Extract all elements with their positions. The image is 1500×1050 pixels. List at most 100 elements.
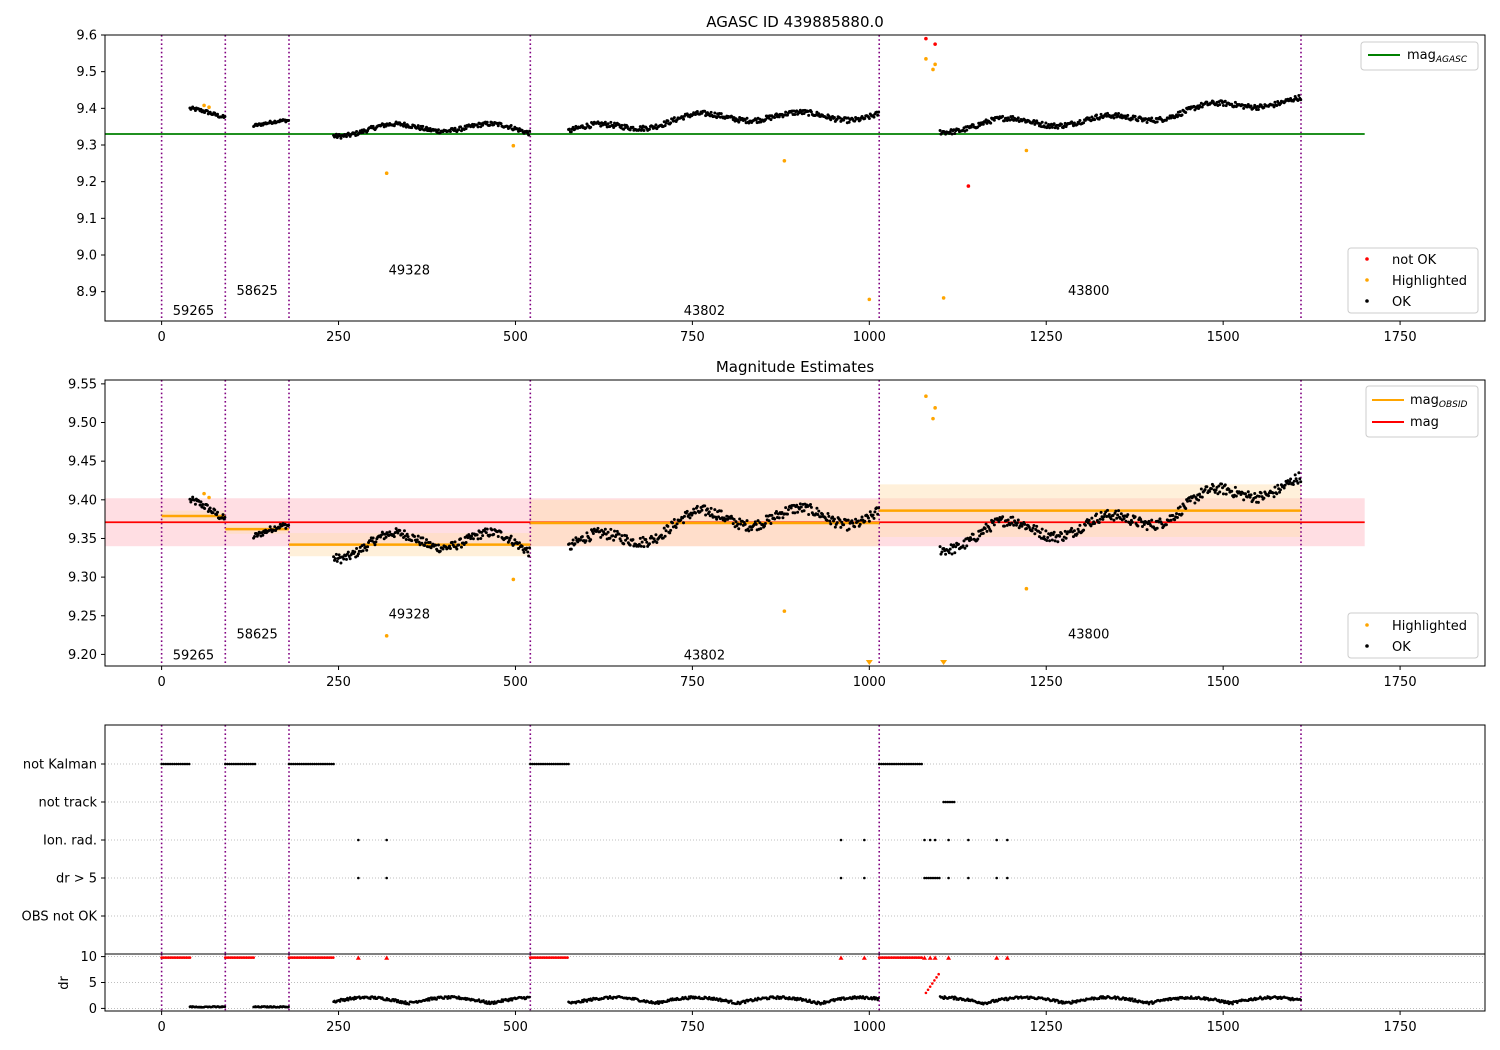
- ok-point: [654, 533, 658, 537]
- dr-point: [1189, 997, 1192, 1000]
- ok-point: [1145, 528, 1149, 532]
- ok-point: [580, 535, 584, 539]
- ok-point: [745, 116, 749, 120]
- ok-point: [642, 129, 646, 133]
- flag-point: [914, 762, 917, 766]
- ok-point: [1164, 118, 1168, 122]
- flag-point: [251, 762, 255, 766]
- x-tick-label: 500: [503, 675, 528, 690]
- obsid-label: 59265: [173, 304, 214, 319]
- flag-point: [531, 762, 534, 766]
- ok-point: [1136, 119, 1140, 123]
- dr-point: [877, 996, 880, 1000]
- highlighted-point: [867, 297, 872, 302]
- flag-point: [894, 762, 898, 766]
- panel-agasc-magnitude: AGASC ID 439885880.0 0 250 500 750 1000 1250 1…: [76, 13, 1486, 345]
- ok-point: [940, 550, 944, 554]
- ok-point: [640, 126, 644, 130]
- legend-box: [1347, 612, 1479, 659]
- highlighted-point: [941, 296, 946, 300]
- highlighted-point: [202, 491, 206, 496]
- flag-point: [882, 762, 885, 766]
- ok-point: [799, 505, 803, 509]
- ok-point: [499, 122, 503, 126]
- ok-point: [948, 547, 952, 551]
- ok-point: [682, 117, 686, 121]
- ok-point: [277, 526, 281, 530]
- ok-point: [807, 113, 811, 117]
- ok-point: [1064, 536, 1068, 540]
- ok-point: [705, 507, 709, 511]
- ok-point: [1012, 523, 1016, 527]
- ok-point: [798, 502, 802, 506]
- ok-point: [1186, 499, 1190, 503]
- ok-point: [1218, 103, 1222, 107]
- ok-point: [1278, 488, 1282, 492]
- ok-point: [1006, 518, 1010, 522]
- flag-row-label: not track: [38, 796, 97, 811]
- y-tick-label: 9.20: [68, 648, 97, 663]
- ok-point: [1011, 115, 1015, 119]
- ok-point: [450, 540, 454, 544]
- flag-point: [947, 876, 950, 880]
- ok-point: [1289, 96, 1293, 100]
- x-tick-label: 500: [503, 1020, 528, 1035]
- ok-point: [863, 519, 867, 523]
- ok-point: [1114, 112, 1118, 116]
- flag-row-label: dr > 5: [56, 872, 97, 887]
- ok-point: [1045, 539, 1049, 543]
- ok-point: [962, 539, 966, 543]
- dr-point: [730, 999, 733, 1003]
- dr-point: [1056, 999, 1060, 1002]
- flag-point: [306, 762, 310, 766]
- ok-point: [620, 123, 624, 127]
- ok-point: [815, 506, 819, 510]
- ok-point: [1199, 487, 1203, 491]
- ok-point: [961, 544, 965, 548]
- flag-point: [890, 762, 894, 766]
- dr-point: [755, 998, 759, 1002]
- ok-point: [625, 536, 629, 540]
- ok-point: [1197, 498, 1201, 502]
- ok-point: [674, 525, 678, 529]
- flag-point: [238, 762, 242, 766]
- ok-point: [469, 537, 473, 541]
- dr-point-clipped: [994, 955, 1000, 960]
- ok-point: [211, 511, 215, 515]
- ok-point: [216, 510, 220, 514]
- ok-point: [710, 513, 714, 517]
- flag-point: [539, 762, 543, 766]
- x-tick-label: 750: [680, 675, 705, 690]
- flag-point: [224, 762, 227, 766]
- ok-point: [416, 124, 420, 128]
- ok-point: [410, 126, 414, 130]
- ok-point: [425, 538, 429, 542]
- flag-row-label: OBS not OK: [22, 910, 98, 925]
- ok-point: [1030, 529, 1034, 533]
- dr-point: [477, 998, 481, 1001]
- highlighted-point: [384, 634, 389, 638]
- ok-point: [695, 504, 699, 508]
- ok-point: [750, 528, 754, 532]
- ok-point: [1016, 116, 1020, 120]
- flag-point: [296, 762, 299, 766]
- ok-point: [481, 534, 485, 538]
- ok-point: [647, 542, 651, 546]
- ok-point: [1033, 532, 1037, 536]
- ok-point: [1002, 524, 1006, 528]
- ok-point: [362, 543, 366, 547]
- ok-point: [1126, 113, 1130, 117]
- ok-point: [1150, 518, 1154, 522]
- ok-point: [992, 523, 996, 527]
- ok-point: [1117, 509, 1121, 513]
- y-tick-label: 9.25: [68, 609, 97, 624]
- ok-point: [846, 518, 850, 522]
- flag-point: [313, 762, 316, 766]
- y-axis-label: dr: [57, 976, 72, 990]
- flag-point: [863, 838, 866, 842]
- ok-point: [853, 525, 857, 529]
- ok-point: [1234, 494, 1238, 498]
- ok-point: [631, 538, 635, 542]
- ok-point: [213, 508, 217, 512]
